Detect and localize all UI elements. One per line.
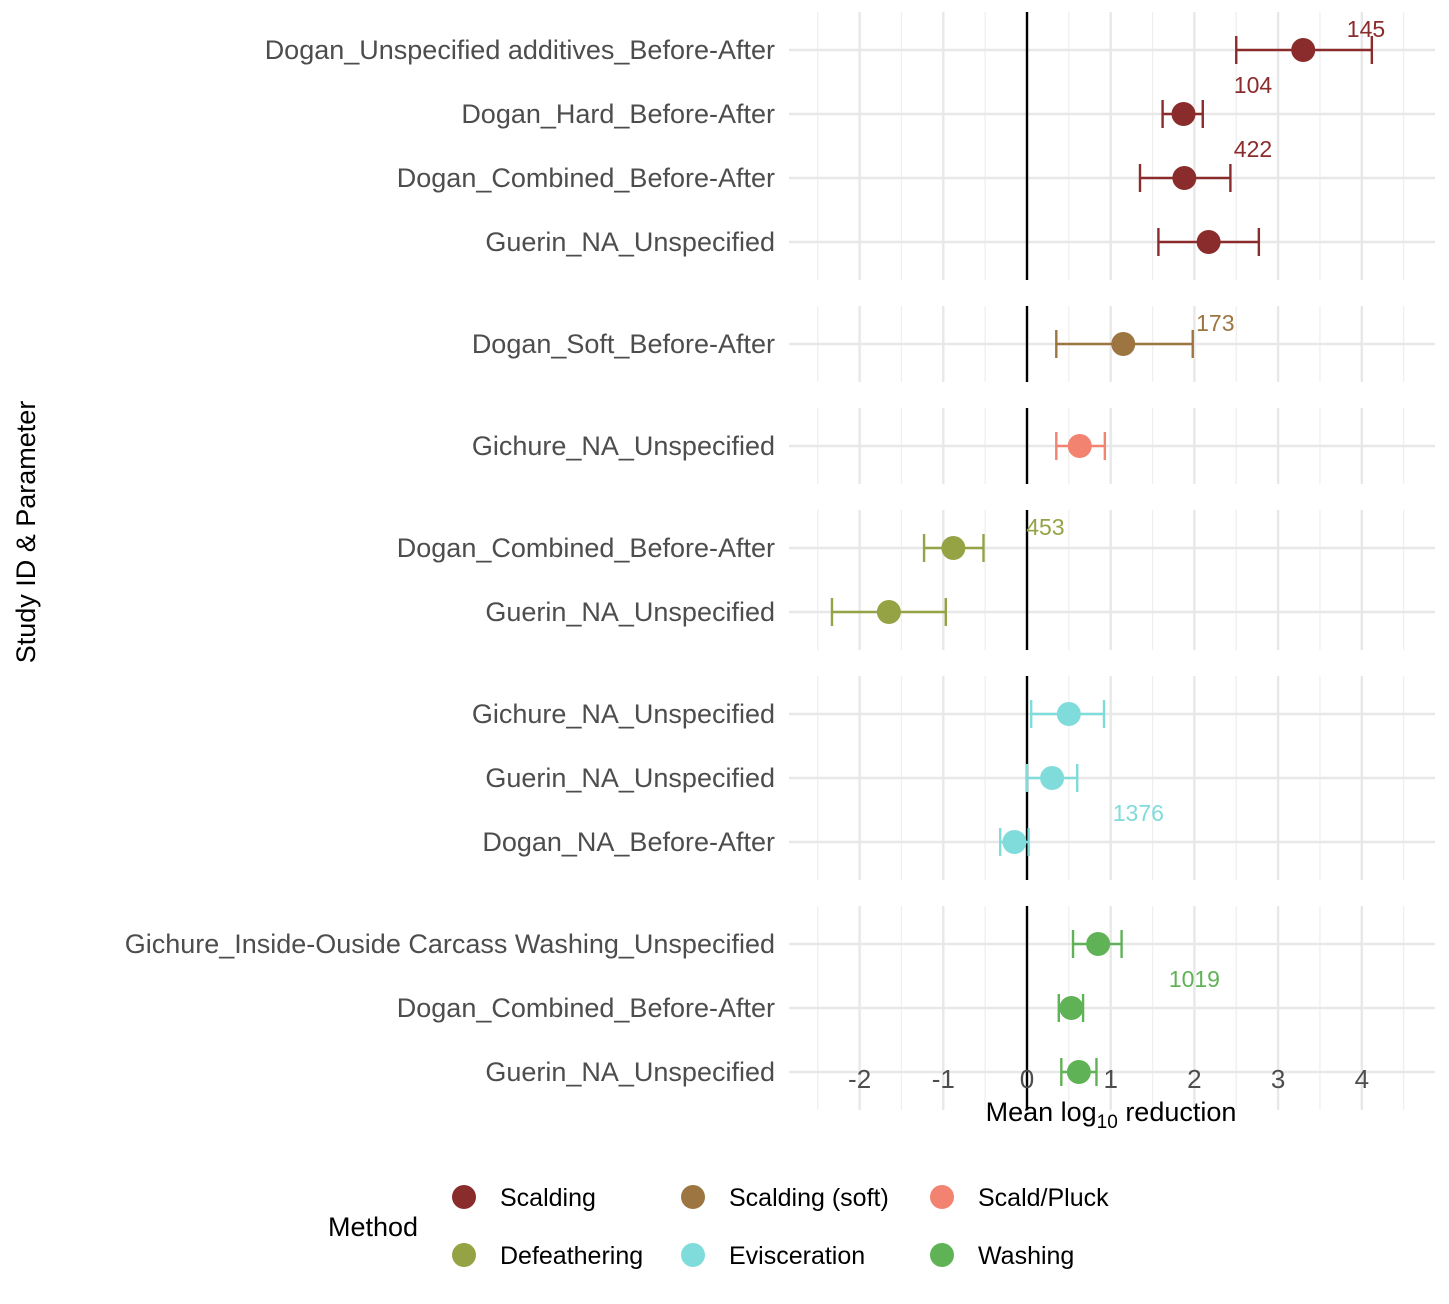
legend-label: Scalding xyxy=(500,1184,596,1212)
panel-scalding: Dogan_Unspecified additives_Before-After… xyxy=(265,12,1435,280)
x-axis-title-main: Mean log xyxy=(986,1097,1097,1127)
y-tick-label: Guerin_NA_Unspecified xyxy=(485,597,775,627)
y-tick-label: Dogan_Soft_Before-After xyxy=(472,329,775,359)
y-tick-label: Dogan_Combined_Before-After xyxy=(397,163,775,193)
mean-point xyxy=(1086,932,1111,956)
mean-point xyxy=(1172,166,1197,190)
mean-point xyxy=(1196,230,1221,254)
legend-key xyxy=(681,1185,705,1209)
legend: Method Scalding Scalding (soft) Scald/Pluc… xyxy=(328,1184,1109,1270)
mean-point xyxy=(1040,766,1065,790)
mean-point xyxy=(1066,1060,1091,1084)
mean-point xyxy=(1059,996,1084,1020)
y-tick-label: Dogan_Unspecified additives_Before-After xyxy=(265,35,775,65)
legend-key xyxy=(452,1243,476,1267)
mean-point xyxy=(1171,102,1196,126)
mean-point xyxy=(941,536,966,560)
x-tick-label: 4 xyxy=(1355,1064,1369,1094)
y-tick-label: Gichure_NA_Unspecified xyxy=(472,699,775,729)
panel-scald-pluck: Gichure_NA_Unspecified xyxy=(472,408,1435,484)
panel-defeathering: Dogan_Combined_Before-After Guerin_NA_Uns… xyxy=(397,510,1435,650)
panel-washing: Gichure_Inside-Ouside Carcass Washing_Un… xyxy=(125,906,1435,1110)
x-axis-title: Mean log10 reduction xyxy=(986,1097,1237,1133)
y-tick-label: Dogan_Hard_Before-After xyxy=(461,99,775,129)
x-tick-label: -1 xyxy=(932,1064,955,1094)
sample-size-label: 1376 xyxy=(1113,800,1164,826)
x-tick-label: -2 xyxy=(848,1064,871,1094)
mean-point xyxy=(1056,702,1081,726)
sample-size-label: 1019 xyxy=(1169,966,1220,992)
y-tick-label: Guerin_NA_Unspecified xyxy=(485,763,775,793)
legend-label: Evisceration xyxy=(729,1242,865,1270)
panel-evisceration: Gichure_NA_Unspecified Guerin_NA_Unspecif… xyxy=(472,676,1435,880)
sample-size-label: 145 xyxy=(1347,16,1385,42)
sample-size-label: 422 xyxy=(1234,136,1272,162)
sample-size-label: 104 xyxy=(1234,72,1273,98)
y-tick-label: Guerin_NA_Unspecified xyxy=(485,1057,775,1087)
legend-key xyxy=(930,1185,954,1209)
sample-size-label: 453 xyxy=(1026,514,1064,540)
legend-label: Scald/Pluck xyxy=(978,1184,1109,1212)
panel-scalding-soft-: Dogan_Soft_Before-After 173 xyxy=(472,306,1435,382)
x-tick-label: 2 xyxy=(1187,1064,1201,1094)
y-tick-label: Dogan_NA_Before-After xyxy=(482,827,775,857)
legend-label: Washing xyxy=(978,1242,1074,1270)
y-tick-label: Dogan_Combined_Before-After xyxy=(397,993,775,1023)
mean-point xyxy=(876,600,901,624)
legend-label: Scalding (soft) xyxy=(729,1184,889,1212)
legend-key xyxy=(681,1243,705,1267)
y-axis-title: Study ID & Parameter xyxy=(11,401,41,664)
mean-point xyxy=(1002,830,1027,854)
x-axis-title-subscript: 10 xyxy=(1097,1112,1118,1133)
sample-size-label: 173 xyxy=(1196,310,1234,336)
mean-point xyxy=(1111,332,1136,356)
legend-key xyxy=(930,1243,954,1267)
mean-point xyxy=(1067,434,1092,458)
legend-label: Defeathering xyxy=(500,1242,643,1270)
x-tick-label: 0 xyxy=(1020,1064,1034,1094)
y-tick-label: Gichure_NA_Unspecified xyxy=(472,431,775,461)
y-tick-label: Guerin_NA_Unspecified xyxy=(485,227,775,257)
legend-key xyxy=(452,1185,476,1209)
y-tick-label: Dogan_Combined_Before-After xyxy=(397,533,775,563)
x-tick-label: 1 xyxy=(1103,1064,1117,1094)
legend-title: Method xyxy=(328,1212,418,1242)
x-axis-title-tail: reduction xyxy=(1118,1097,1237,1127)
panels-layer: Dogan_Unspecified additives_Before-After… xyxy=(125,12,1435,1110)
x-tick-label: 3 xyxy=(1271,1064,1285,1094)
y-tick-label: Gichure_Inside-Ouside Carcass Washing_Un… xyxy=(125,929,775,959)
x-axis: -2 -1 0 1 2 3 4 xyxy=(848,1064,1369,1094)
mean-point xyxy=(1291,38,1316,62)
